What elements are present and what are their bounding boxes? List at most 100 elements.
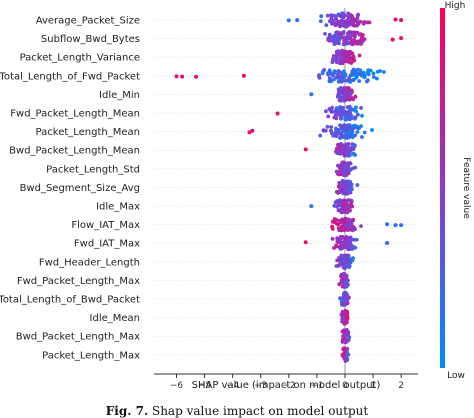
shap-point xyxy=(349,33,354,38)
shap-point xyxy=(324,109,328,114)
feature-label: Total_Length_of_Bwd_Packet xyxy=(0,295,140,306)
shap-point xyxy=(347,78,351,83)
shap-point xyxy=(336,208,341,213)
shap-point xyxy=(330,227,335,231)
shap-point xyxy=(343,117,348,122)
shap-point xyxy=(349,146,354,150)
shap-point xyxy=(341,245,346,250)
shap-point xyxy=(340,124,345,129)
shap-point xyxy=(343,13,347,18)
shap-point xyxy=(342,295,347,299)
shap-point xyxy=(355,30,360,35)
shap-point xyxy=(329,13,334,18)
feature-label: Bwd_Packet_Length_Max xyxy=(16,332,140,343)
shap-point xyxy=(339,166,344,171)
shap-point xyxy=(337,110,342,115)
shap-point xyxy=(326,114,331,119)
shap-outlier-point xyxy=(385,241,390,245)
shap-point xyxy=(367,20,372,25)
shap-point xyxy=(334,49,339,54)
shap-point xyxy=(347,104,352,109)
shap-point xyxy=(346,330,351,335)
shap-point xyxy=(331,54,336,58)
shap-point xyxy=(347,22,352,27)
shap-point xyxy=(358,71,363,76)
shap-point xyxy=(332,204,337,208)
feature-labels: Average_Packet_Size Subflow_Bwd_Bytes Pack… xyxy=(0,16,140,362)
shap-point xyxy=(327,32,332,37)
shap-point xyxy=(344,354,349,358)
x-ticks: −6 −5 −4 −3 −2 −1 0 1 2 xyxy=(170,374,404,391)
shap-point xyxy=(348,149,353,153)
shap-point xyxy=(336,106,341,111)
shap-point xyxy=(350,247,355,251)
shap-point xyxy=(332,69,337,74)
shap-point xyxy=(360,113,364,118)
shap-point xyxy=(357,53,362,58)
shap-point xyxy=(347,198,352,203)
x-tick-label: −4 xyxy=(226,381,240,391)
feature-label: Packet_Length_Std xyxy=(46,164,140,175)
shap-outlier-point xyxy=(393,223,398,228)
shap-point xyxy=(321,128,326,133)
shap-point xyxy=(345,209,350,214)
shap-point xyxy=(355,130,360,134)
shap-point xyxy=(338,70,343,75)
shap-point xyxy=(350,218,355,223)
feature-label: Average_Packet_Size xyxy=(36,16,140,27)
shap-point xyxy=(340,127,345,131)
shap-point xyxy=(344,186,349,191)
shap-point xyxy=(339,240,343,244)
shap-point xyxy=(357,126,362,130)
shap-point xyxy=(344,127,349,132)
shap-point xyxy=(345,338,350,342)
shap-point xyxy=(344,22,348,27)
shap-point xyxy=(346,41,350,46)
shap-point xyxy=(347,265,351,269)
feature-label: Fwd_IAT_Max xyxy=(74,239,140,250)
shap-point xyxy=(318,133,323,138)
shap-point xyxy=(375,76,379,81)
shap-outlier-point xyxy=(390,37,395,42)
feature-label: Bwd_Segment_Size_Avg xyxy=(20,183,140,194)
figure-caption: Fig. 7. Shap value impact on model outpu… xyxy=(0,404,474,418)
feature-label: Packet_Length_Mean xyxy=(36,127,140,138)
feature-label: Fwd_Header_Length xyxy=(39,257,140,268)
shap-point xyxy=(340,61,345,66)
shap-point xyxy=(334,133,338,138)
shap-point xyxy=(336,184,341,189)
shap-point xyxy=(337,19,342,24)
row-gridlines xyxy=(154,19,418,356)
feature-label: Idle_Mean xyxy=(90,313,140,324)
shap-point xyxy=(334,264,339,268)
shap-point xyxy=(342,301,346,306)
shap-point xyxy=(356,39,361,44)
feature-label: Packet_Length_Variance xyxy=(20,53,140,64)
shap-point xyxy=(336,190,341,194)
shap-point xyxy=(352,124,357,128)
shap-point xyxy=(346,58,351,63)
shap-point xyxy=(343,199,348,203)
shap-point xyxy=(341,152,346,157)
shap-point xyxy=(322,68,327,72)
shap-point xyxy=(338,74,343,79)
x-tick-label: 1 xyxy=(370,381,376,391)
shap-points xyxy=(174,11,404,363)
shap-point xyxy=(343,309,348,313)
shap-point xyxy=(341,170,346,175)
shap-point xyxy=(354,237,359,242)
feature-label: Idle_Min xyxy=(99,90,140,101)
shap-point xyxy=(332,246,336,250)
shap-point xyxy=(343,290,348,295)
feature-label: Fwd_Packet_Length_Max xyxy=(17,276,140,287)
shap-outlier-point xyxy=(399,36,404,41)
shap-point xyxy=(335,199,340,203)
shap-point xyxy=(339,96,343,100)
shap-point xyxy=(347,244,352,249)
shap-point xyxy=(353,71,357,76)
feature-label: Idle_Max xyxy=(96,202,140,213)
shap-point xyxy=(339,116,344,120)
shap-point xyxy=(356,20,360,25)
shap-point xyxy=(359,32,363,36)
shap-point xyxy=(338,136,342,140)
